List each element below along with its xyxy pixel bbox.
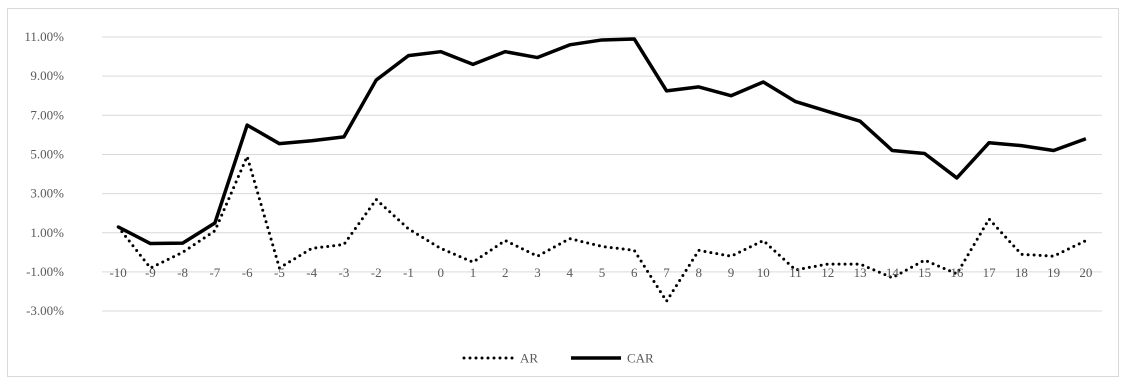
legend: AR CAR bbox=[462, 351, 654, 366]
x-tick-label: 12 bbox=[821, 265, 834, 280]
x-tick-label: 2 bbox=[502, 265, 509, 280]
x-tick-label: 0 bbox=[437, 265, 444, 280]
x-tick-label: -4 bbox=[306, 265, 317, 280]
x-tick-label: -9 bbox=[145, 265, 156, 280]
y-tick-label: 1.00% bbox=[30, 225, 64, 240]
series-line-car bbox=[117, 37, 1087, 246]
y-tick-label: 5.00% bbox=[30, 146, 64, 161]
y-tick-label: 11.00% bbox=[24, 29, 64, 44]
legend-label-ar: AR bbox=[520, 351, 538, 366]
x-tick-label: 17 bbox=[983, 265, 997, 280]
x-tick-label: 7 bbox=[663, 265, 670, 280]
line-chart: -3.00% -1.00% 1.00% 3.00% 5.00% 7.00% 9.00% 11.… bbox=[24, 29, 1102, 366]
x-tick-label: 9 bbox=[728, 265, 735, 280]
x-tick-label: 8 bbox=[696, 265, 703, 280]
x-tick-label: 1 bbox=[470, 265, 477, 280]
x-tick-label: 6 bbox=[631, 265, 638, 280]
x-tick-label: -7 bbox=[209, 265, 220, 280]
x-tick-label: -6 bbox=[242, 265, 253, 280]
y-tick-label: 7.00% bbox=[30, 107, 64, 122]
x-tick-label: -8 bbox=[177, 265, 188, 280]
x-tick-label: 18 bbox=[1015, 265, 1028, 280]
x-tick-label: -1 bbox=[403, 265, 414, 280]
x-tick-label: -5 bbox=[274, 265, 285, 280]
x-axis-tick-labels: -10 -9 -8 -7 -6 -5 -4 -3 -2 -1 0 1 2 3 4 5 6 7 8 9 10 11 12 13 1… bbox=[109, 265, 1092, 280]
series-lines bbox=[116, 37, 1088, 303]
x-tick-label: -2 bbox=[371, 265, 382, 280]
x-tick-label: -10 bbox=[109, 265, 126, 280]
y-tick-label: 9.00% bbox=[30, 68, 64, 83]
x-tick-label: 11 bbox=[789, 265, 802, 280]
x-tick-label: 4 bbox=[566, 265, 573, 280]
x-tick-label: 19 bbox=[1047, 265, 1060, 280]
x-tick-label: 15 bbox=[918, 265, 931, 280]
series-line-ar bbox=[116, 154, 1088, 303]
x-tick-label: -3 bbox=[339, 265, 350, 280]
y-axis-tick-labels: -3.00% -1.00% 1.00% 3.00% 5.00% 7.00% 9.00% 11.… bbox=[24, 29, 64, 318]
x-tick-label: 10 bbox=[757, 265, 770, 280]
legend-label-car: CAR bbox=[627, 351, 654, 366]
chart-frame: -3.00% -1.00% 1.00% 3.00% 5.00% 7.00% 9.00% 11.… bbox=[7, 8, 1119, 377]
y-tick-label: 3.00% bbox=[30, 186, 64, 201]
x-tick-label: 14 bbox=[886, 265, 900, 280]
y-tick-label: -3.00% bbox=[26, 303, 64, 318]
x-tick-label: 5 bbox=[599, 265, 606, 280]
y-tick-label: -1.00% bbox=[26, 264, 64, 279]
x-tick-label: 13 bbox=[854, 265, 867, 280]
x-tick-label: 3 bbox=[534, 265, 541, 280]
x-tick-label: 20 bbox=[1079, 265, 1092, 280]
x-tick-label: 16 bbox=[950, 265, 964, 280]
